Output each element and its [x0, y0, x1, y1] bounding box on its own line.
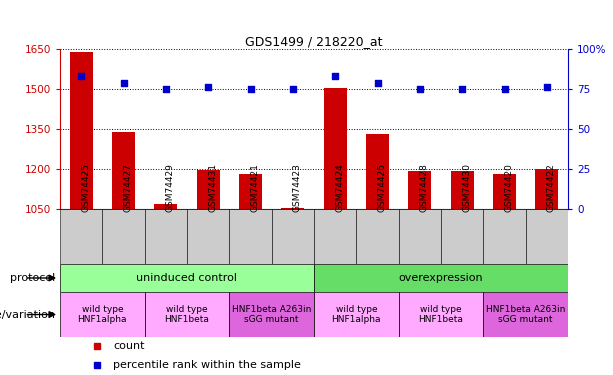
Bar	[145, 209, 187, 264]
Title: GDS1499 / 218220_at: GDS1499 / 218220_at	[245, 35, 383, 48]
Bar	[441, 209, 483, 264]
Text: wild type
HNF1alpha: wild type HNF1alpha	[78, 305, 127, 324]
Text: GSM74430: GSM74430	[462, 163, 471, 212]
Text: GSM74428: GSM74428	[420, 163, 429, 212]
Point	[118, 80, 128, 86]
Bar	[112, 132, 135, 209]
Text: count: count	[113, 341, 145, 351]
Bar	[69, 52, 93, 209]
Text: GSM74421: GSM74421	[251, 163, 259, 212]
Bar	[535, 169, 558, 209]
Bar	[398, 209, 441, 264]
Bar	[60, 292, 145, 337]
Bar	[272, 209, 314, 264]
Bar	[483, 292, 568, 337]
Text: GSM74422: GSM74422	[547, 163, 556, 212]
Bar	[239, 174, 262, 209]
Text: HNF1beta A263in
sGG mutant: HNF1beta A263in sGG mutant	[486, 305, 565, 324]
Text: uninduced control: uninduced control	[137, 273, 237, 283]
Point	[288, 86, 298, 92]
Bar	[398, 292, 483, 337]
Bar	[102, 209, 145, 264]
Text: GSM74420: GSM74420	[504, 163, 514, 212]
Text: wild type
HNF1beta: wild type HNF1beta	[164, 305, 210, 324]
Bar	[366, 134, 389, 209]
Bar	[60, 264, 314, 292]
Bar	[356, 209, 398, 264]
Bar	[229, 292, 314, 337]
Text: HNF1beta A263in
sGG mutant: HNF1beta A263in sGG mutant	[232, 305, 311, 324]
Bar	[154, 204, 178, 209]
Point	[161, 86, 171, 92]
Text: GSM74429: GSM74429	[166, 163, 175, 212]
Bar	[60, 209, 102, 264]
Point	[373, 80, 383, 86]
Bar	[197, 170, 220, 209]
Bar	[281, 208, 305, 209]
Text: genotype/variation: genotype/variation	[0, 309, 55, 320]
Text: GSM74423: GSM74423	[293, 163, 302, 212]
Bar	[314, 209, 356, 264]
Bar	[314, 264, 568, 292]
Bar	[493, 174, 516, 209]
Point	[204, 84, 213, 90]
Text: GSM74427: GSM74427	[123, 163, 132, 212]
Bar	[483, 209, 526, 264]
Point	[457, 86, 467, 92]
Text: wild type
HNF1beta: wild type HNF1beta	[419, 305, 463, 324]
Text: GSM74425: GSM74425	[81, 163, 90, 212]
Point	[500, 86, 509, 92]
Bar	[451, 171, 474, 209]
Text: GSM74426: GSM74426	[378, 163, 387, 212]
Bar	[324, 88, 347, 209]
Text: overexpression: overexpression	[398, 273, 483, 283]
Bar	[229, 209, 272, 264]
Bar	[187, 209, 229, 264]
Point	[415, 86, 425, 92]
Bar	[145, 292, 229, 337]
Text: GSM74431: GSM74431	[208, 163, 217, 212]
Text: percentile rank within the sample: percentile rank within the sample	[113, 360, 301, 370]
Point	[542, 84, 552, 90]
Text: protocol: protocol	[10, 273, 55, 283]
Point	[330, 73, 340, 79]
Text: wild type
HNF1alpha: wild type HNF1alpha	[332, 305, 381, 324]
Bar	[314, 292, 398, 337]
Point	[76, 73, 86, 79]
Bar	[408, 171, 432, 209]
Point	[246, 86, 256, 92]
Text: GSM74424: GSM74424	[335, 163, 344, 212]
Bar	[526, 209, 568, 264]
